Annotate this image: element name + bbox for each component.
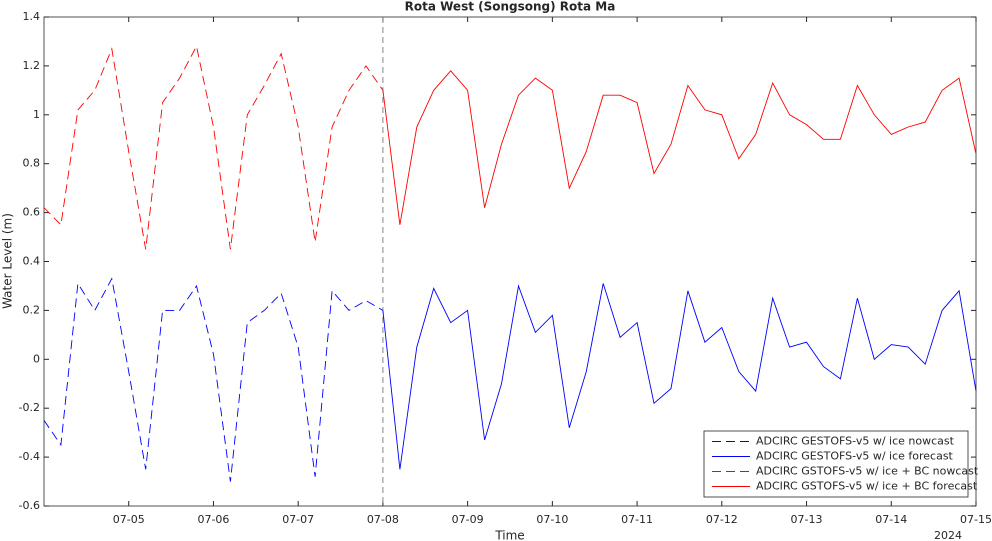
x-axis-label: Time — [494, 529, 524, 541]
series-line — [382, 283, 977, 470]
y-tick-label: 1.2 — [23, 59, 41, 72]
y-tick-label: 1.4 — [23, 10, 41, 23]
x-tick-label: 07-12 — [706, 513, 738, 526]
y-tick-label: -0.4 — [19, 450, 40, 463]
x-tick-label: 07-10 — [536, 513, 568, 526]
x-tick-label: 07-15 — [960, 513, 992, 526]
x-tick-label: 07-08 — [367, 513, 399, 526]
series-line — [382, 70, 977, 225]
legend-label: ADCIRC GSTOFS-v5 w/ ice + BC forecast — [756, 480, 978, 493]
x-tick-label: 07-06 — [197, 513, 229, 526]
x-tick-label: 07-13 — [791, 513, 823, 526]
legend-label: ADCIRC GESTOFS-v5 w/ ice forecast — [756, 450, 954, 463]
legend-label: ADCIRC GSTOFS-v5 w/ ice + BC nowcast — [756, 465, 979, 478]
y-tick-label: 1 — [33, 108, 40, 121]
series-line — [43, 277, 384, 482]
y-tick-label: 0.8 — [23, 157, 41, 170]
legend-box — [703, 430, 969, 498]
y-axis-label: Water Level (m) — [1, 213, 15, 309]
y-tick-label: -0.2 — [19, 401, 40, 414]
y-tick-label: 0.2 — [23, 303, 41, 316]
x-year-label: 2024 — [934, 529, 962, 541]
y-tick-label: -0.6 — [19, 499, 40, 512]
y-tick-label: 0 — [33, 352, 40, 365]
y-tick-label: 0.6 — [23, 206, 41, 219]
x-tick-label: 07-07 — [282, 513, 314, 526]
chart-title: Rota West (Songsong) Rota Ma — [405, 0, 616, 14]
x-tick-label: 07-09 — [452, 513, 484, 526]
y-tick-label: 0.4 — [23, 255, 41, 268]
series-line — [43, 44, 384, 250]
x-tick-label: 07-11 — [621, 513, 653, 526]
x-tick-label: 07-05 — [113, 513, 145, 526]
x-tick-label: 07-14 — [875, 513, 907, 526]
legend-label: ADCIRC GESTOFS-v5 w/ ice nowcast — [756, 435, 955, 448]
